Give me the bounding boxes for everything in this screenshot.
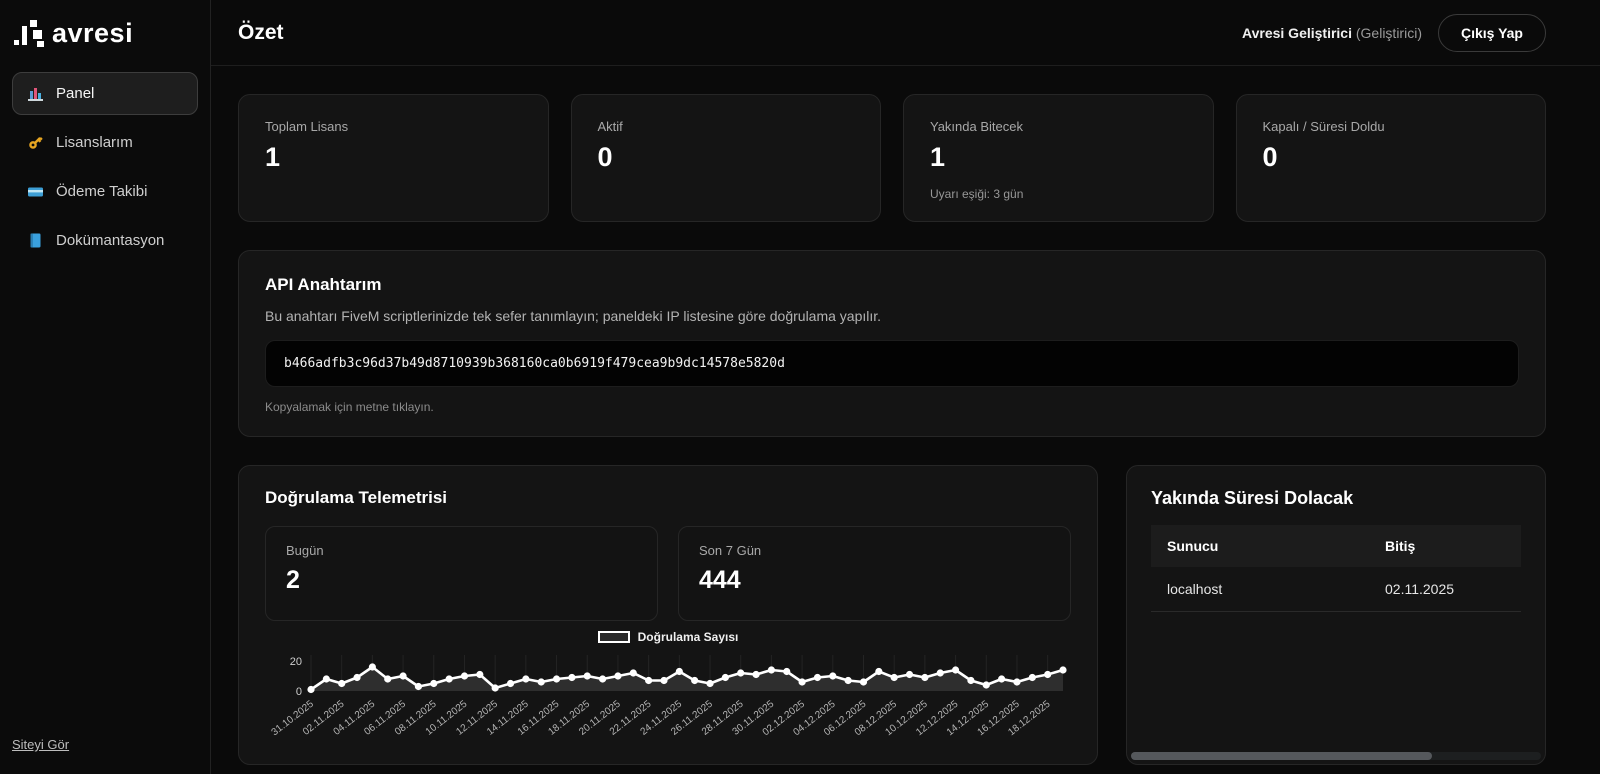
stat-card-aktif: Aktif 0 [570,94,881,222]
stat-value: 0 [1262,142,1278,172]
api-key-value[interactable]: b466adfb3c96d37b49d8710939b368160ca0b691… [265,340,1519,387]
stat-label: Toplam Lisans [265,119,349,134]
stat-card-kapali-suresi-doldu: Kapalı / Süresi Doldu 0 [1235,94,1546,222]
key-icon [27,134,44,151]
stat-value: 1 [265,142,281,172]
sidebar-footer: Siteyi Gör [10,730,200,760]
expiring-card: Yakında Süresi Dolacak Sunucu Bitiş loca… [1126,465,1546,765]
stat-note [598,187,855,201]
telemetry-week-value: 444 [699,566,741,594]
stat-label: Yakında Bitecek [930,119,1023,134]
stats-row: Toplam Lisans 1 Aktif 0 Yakında Bitecek … [238,94,1546,222]
stat-label: Kapalı / Süresi Doldu [1262,119,1385,134]
avresi-logo-icon [12,19,46,49]
horizontal-scrollbar[interactable] [1131,752,1541,760]
expiring-table: Sunucu Bitiş localhost 02.11.2025 [1151,525,1521,612]
telemetry-title: Doğrulama Telemetrisi [265,488,448,507]
sidebar: avresi Panel Lisanslarım [0,0,211,774]
app-logo-text: avresi [52,18,134,48]
telemetry-chart: Doğrulama Sayısı 0 20 31.10.2025 02.11.2025… [265,627,1071,770]
stat-card-toplam-lisans: Toplam Lisans 1 [238,94,549,222]
api-key-copy-hint: Kopyalamak için metne tıklayın. [265,400,434,414]
telemetry-week-box: Son 7 Gün 444 [678,526,1071,621]
api-key-title: API Anahtarım [265,275,382,294]
stat-value: 0 [597,142,613,172]
scrollbar-thumb[interactable] [1131,752,1433,760]
api-key-description: Bu anahtarı FiveM scriptlerinizde tek se… [265,308,882,324]
top-bar: Özet Avresi Geliştirici (Geliştirici) Çı… [211,0,1600,66]
logout-button[interactable]: Çıkış Yap [1437,13,1546,52]
expiring-table-header: Sunucu Bitiş [1151,525,1521,567]
legend-swatch [597,631,630,643]
line-chart: 02031.10.202502.11.202504.11.202506.11.2… [270,655,1067,738]
content: Toplam Lisans 1 Aktif 0 Yakında Bitecek … [211,66,1600,765]
telemetry-week-label: Son 7 Gün [699,543,762,558]
sidebar-item-odeme-takibi[interactable]: Ödeme Takibi [12,170,198,213]
legend-label: Doğrulama Sayısı [637,630,739,644]
telemetry-card: Doğrulama Telemetrisi Bugün 2 Son 7 Gün … [238,465,1098,765]
sidebar-item-lisanslarim[interactable]: Lisanslarım [12,121,198,164]
stat-note: Uyarı eşiği: 3 gün [930,187,1024,201]
column-header-sunucu: Sunucu [1167,538,1219,554]
stat-note [265,187,522,201]
sidebar-item-label: Lisanslarım [56,134,133,151]
view-site-link[interactable]: Siteyi Gör [12,737,70,752]
sidebar-item-label: Ödeme Takibi [56,183,148,200]
bottom-row: Doğrulama Telemetrisi Bugün 2 Son 7 Gün … [238,465,1546,765]
telemetry-today-box: Bugün 2 [265,526,658,621]
chart-legend: Doğrulama Sayısı [265,627,1071,647]
user-info: Avresi Geliştirici (Geliştirici) [1242,25,1422,41]
app-logo: avresi [10,14,200,69]
telemetry-today-label: Bugün [286,543,324,558]
credit-card-icon [27,183,44,200]
svg-text:0: 0 [296,686,302,698]
stat-value: 1 [930,142,946,172]
book-icon [27,232,44,249]
stat-label: Aktif [597,119,623,134]
stat-note [1263,187,1520,201]
bar-chart-icon [27,85,44,102]
sidebar-item-label: Panel [56,85,95,102]
expiring-title: Yakında Süresi Dolacak [1151,488,1354,508]
sidebar-item-label: Dokümantasyon [56,232,165,249]
sidebar-item-panel[interactable]: Panel [12,72,198,115]
column-header-bitis: Bitiş [1385,538,1416,554]
stat-card-yakinda-bitecek: Yakında Bitecek 1 Uyarı eşiği: 3 gün [903,94,1214,222]
cell-end-date: 02.11.2025 [1385,581,1455,597]
table-row[interactable]: localhost 02.11.2025 [1151,567,1521,612]
svg-text:20: 20 [290,656,302,668]
main-area: Özet Avresi Geliştirici (Geliştirici) Çı… [211,0,1600,774]
user-name: Avresi Geliştirici [1242,24,1352,41]
page-title: Özet [238,20,284,44]
api-key-card: API Anahtarım Bu anahtarı FiveM scriptle… [238,250,1546,437]
telemetry-today-value: 2 [286,566,300,594]
cell-server: localhost [1167,581,1223,597]
sidebar-item-dokumantasyon[interactable]: Dokümantasyon [12,219,198,262]
user-role: (Geliştirici) [1355,24,1422,41]
